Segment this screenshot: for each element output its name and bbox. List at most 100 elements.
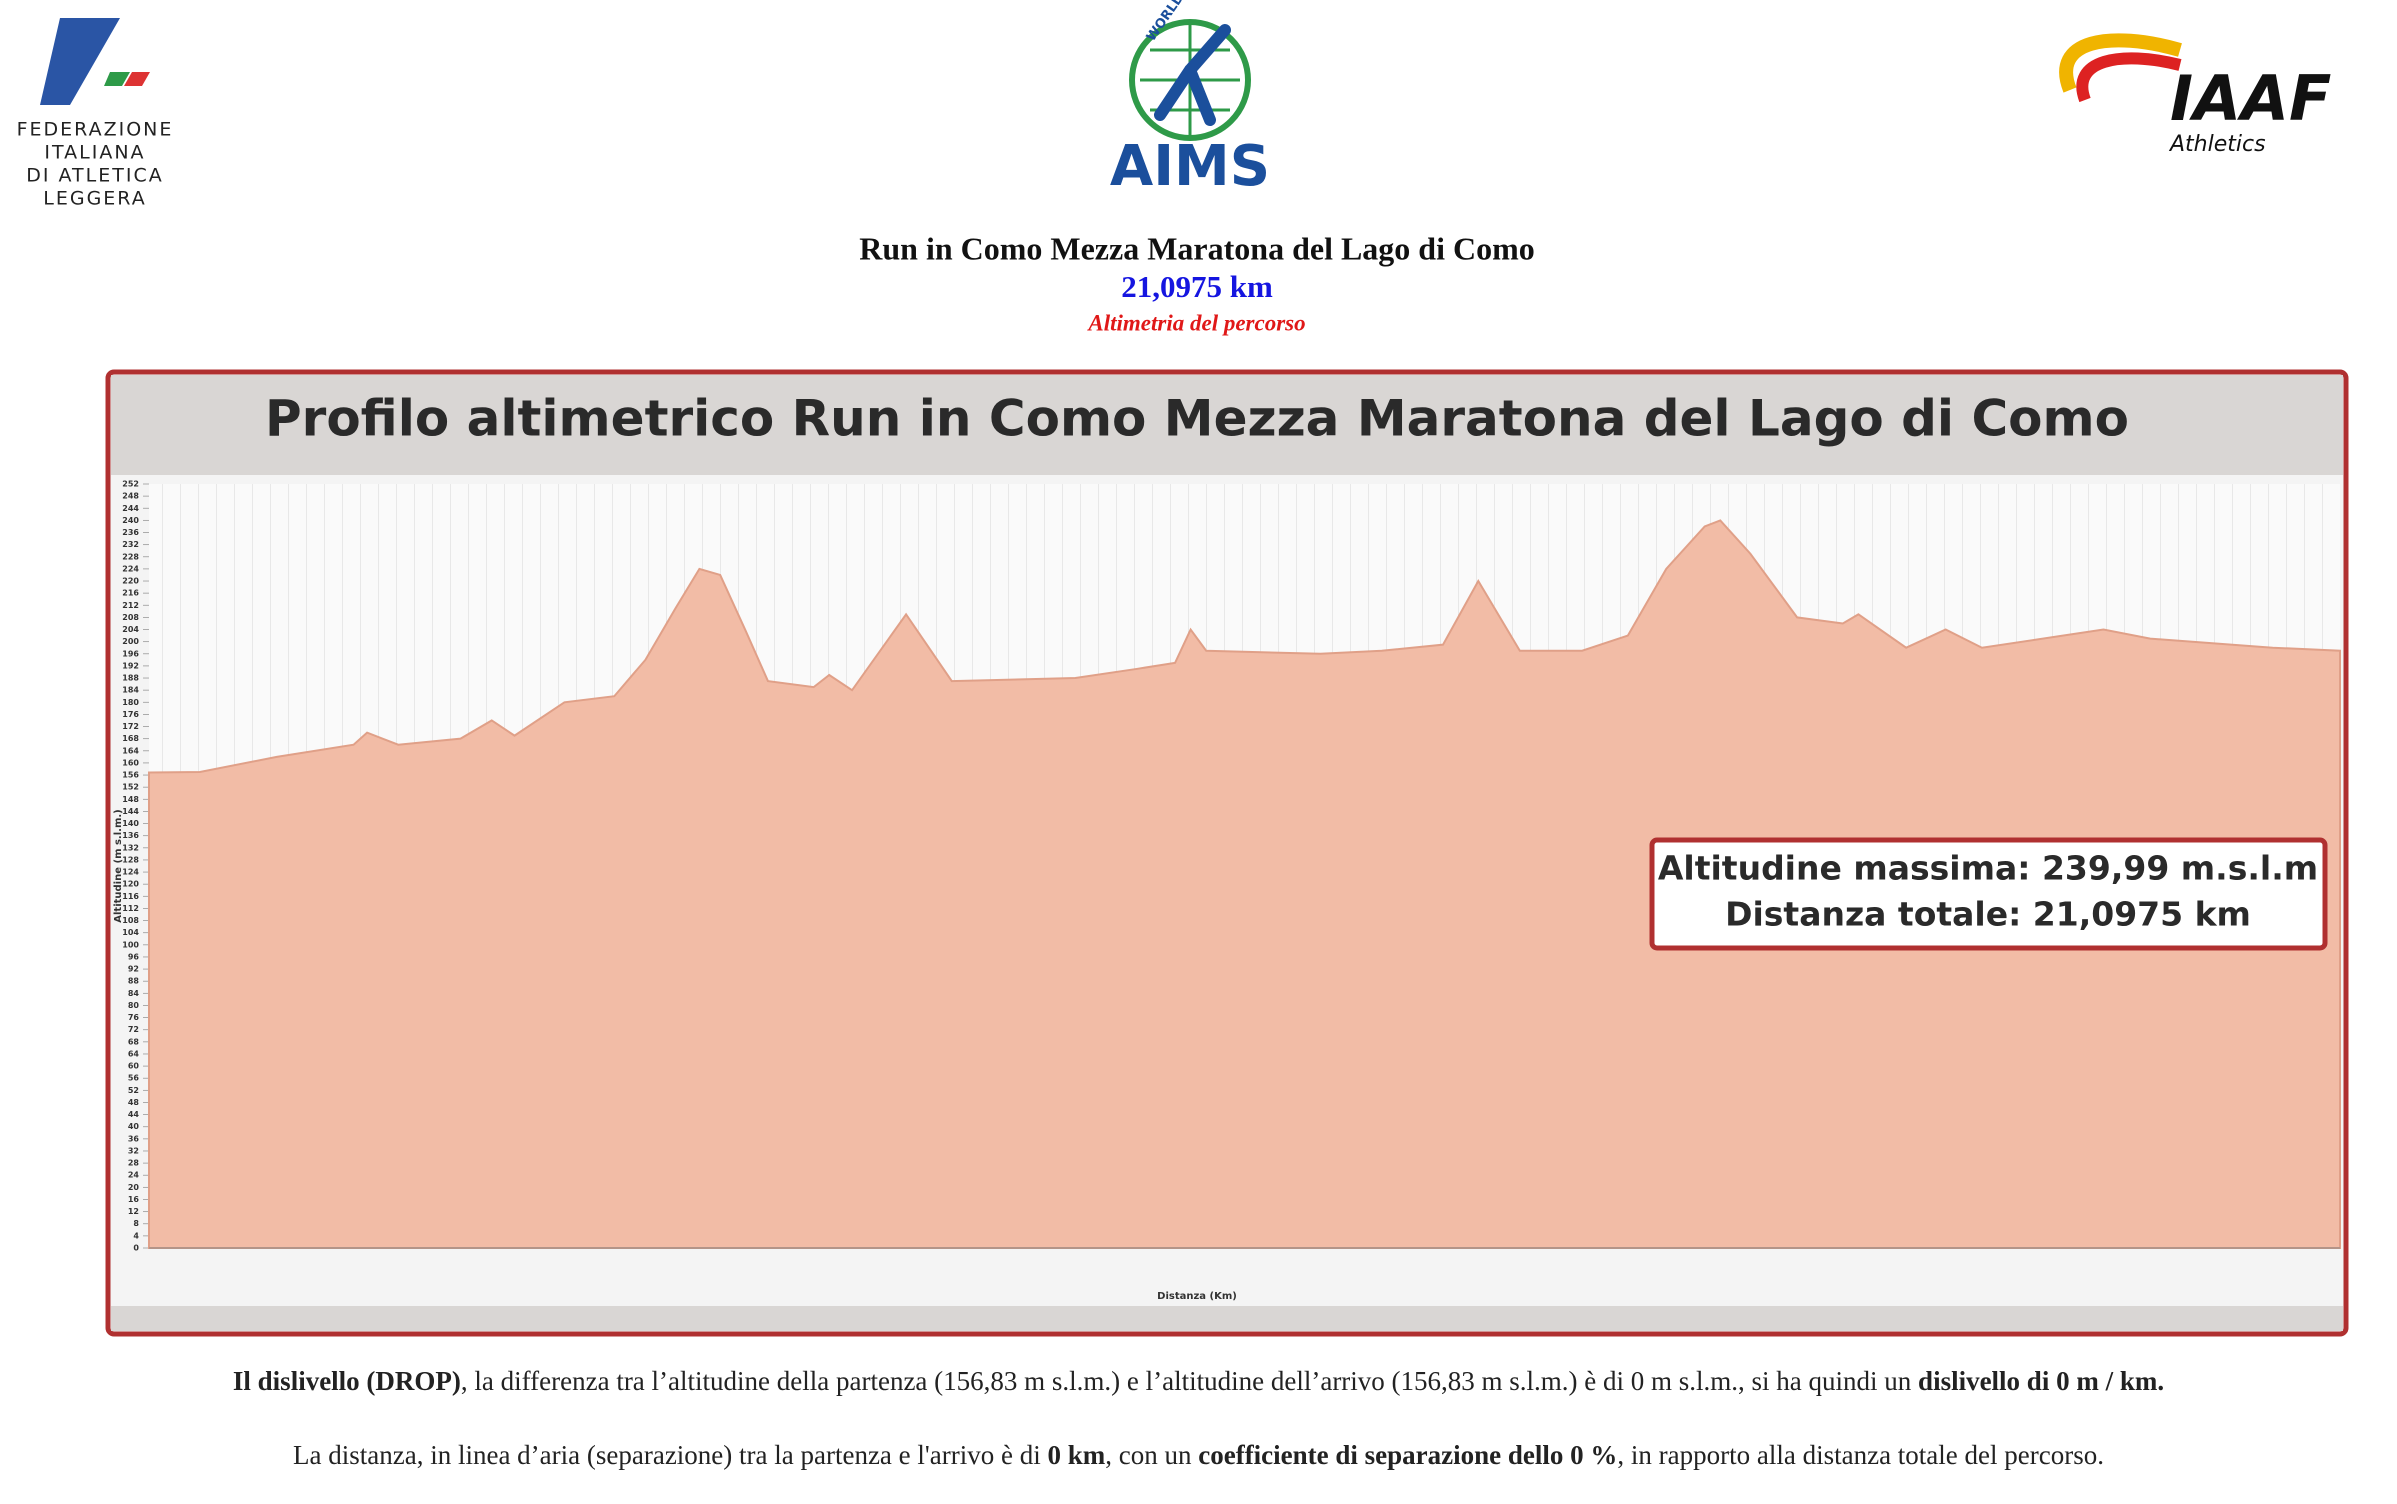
y-tick-label: 168 — [122, 734, 139, 743]
y-tick-label: 16 — [128, 1195, 140, 1204]
chart-title: Profilo altimetrico Run in Como Mezza Ma… — [265, 390, 2129, 448]
y-tick-label: 20 — [128, 1183, 140, 1192]
y-tick-label: 56 — [128, 1074, 140, 1083]
y-tick-label: 176 — [122, 710, 139, 719]
bold-text: 0 km — [1047, 1440, 1106, 1470]
y-tick-label: 188 — [122, 674, 139, 683]
y-tick-label: 64 — [128, 1049, 140, 1058]
y-tick-label: 240 — [122, 516, 139, 525]
text: La distanza, in linea d’aria (separazion… — [293, 1440, 1048, 1470]
y-tick-label: 80 — [128, 1001, 140, 1010]
y-tick-label: 32 — [128, 1146, 139, 1155]
y-tick-label: 112 — [122, 904, 139, 913]
y-tick-label: 108 — [122, 916, 139, 925]
logo-text: IAAF — [2170, 62, 2331, 135]
title-band — [111, 375, 2343, 475]
y-tick-label: 200 — [122, 637, 139, 646]
y-tick-label: 196 — [122, 649, 139, 658]
logo-text: ITALIANA — [44, 142, 145, 164]
doc-distance: 21,0975 km — [1121, 269, 1273, 304]
y-tick-label: 96 — [128, 952, 140, 961]
text: , con un — [1105, 1440, 1199, 1470]
y-tick-label: 40 — [128, 1122, 140, 1131]
y-tick-label: 104 — [122, 928, 139, 937]
y-tick-label: 84 — [128, 989, 140, 998]
y-tick-label: 140 — [122, 819, 139, 828]
y-tick-label: 180 — [122, 698, 139, 707]
y-tick-label: 12 — [128, 1207, 139, 1216]
y-tick-label: 28 — [128, 1159, 140, 1168]
logo-iaaf: IAAF Athletics — [2059, 33, 2331, 157]
y-tick-label: 44 — [128, 1110, 140, 1119]
bold-text: dislivello di 0 m / km. — [1918, 1366, 2165, 1396]
y-tick-label: 0 — [133, 1244, 139, 1253]
y-tick-label: 204 — [122, 625, 139, 634]
bottom-band — [111, 1306, 2343, 1331]
y-tick-label: 120 — [122, 880, 139, 889]
elevation-area — [148, 519, 2341, 1249]
plot: 0481216202428323640444852566064687276808… — [122, 480, 2341, 1253]
logo-aims: WORLD RUNNING AIMS — [1110, 0, 1270, 199]
y-tick-label: 244 — [122, 504, 139, 513]
y-tick-label: 252 — [122, 480, 139, 489]
y-tick-label: 92 — [128, 965, 139, 974]
annotation: Distanza totale: 21,0975 km — [1725, 895, 2251, 934]
logo-text: DI ATLETICA — [26, 165, 163, 187]
y-tick-label: 164 — [122, 746, 139, 755]
y-tick-label: 68 — [128, 1037, 140, 1046]
bold-text: Il dislivello (DROP) — [232, 1366, 461, 1396]
y-tick-label: 52 — [128, 1086, 139, 1095]
y-tick-label: 4 — [133, 1231, 139, 1240]
y-tick-label: 88 — [128, 977, 140, 986]
logo-text: Athletics — [2168, 132, 2266, 157]
y-tick-label: 212 — [122, 601, 139, 610]
footer-paragraph: La distanza, in linea d’aria (separazion… — [0, 1440, 2397, 1471]
logo-text: LEGGERA — [43, 188, 146, 210]
y-tick-label: 236 — [122, 528, 139, 537]
y-tick-label: 144 — [122, 807, 139, 816]
y-tick-label: 208 — [122, 613, 139, 622]
y-tick-label: 60 — [128, 1062, 140, 1071]
y-tick-label: 184 — [122, 686, 139, 695]
info-box: Altitudine massima: 239,99 m.s.l.m Dista… — [1649, 837, 2328, 951]
y-tick-label: 216 — [122, 589, 139, 598]
doc-title: Run in Como Mezza Maratona del Lago di C… — [859, 230, 1535, 266]
y-tick-label: 76 — [128, 1013, 140, 1022]
y-tick-label: 100 — [122, 940, 139, 949]
y-tick-label: 136 — [122, 831, 139, 840]
y-tick-label: 220 — [122, 577, 139, 586]
annotation: Altitudine massima: 239,99 m.s.l.m — [1658, 849, 2318, 888]
y-tick-label: 128 — [122, 855, 139, 864]
y-tick-label: 232 — [122, 540, 139, 549]
y-tick-label: 148 — [122, 795, 139, 804]
footer-paragraph: Il dislivello (DROP), la differenza tra … — [0, 1366, 2397, 1397]
bold-text: coefficiente di separazione dello 0 % — [1198, 1440, 1618, 1470]
info-box-frame — [1649, 837, 2328, 951]
y-tick-label: 152 — [122, 783, 139, 792]
y-tick-label: 124 — [122, 868, 139, 877]
y-tick-label: 72 — [128, 1025, 139, 1034]
y-tick-label: 224 — [122, 564, 139, 573]
y-tick-label: 228 — [122, 552, 139, 561]
text: , in rapporto alla distanza totale del p… — [1617, 1440, 2104, 1470]
y-tick-label: 48 — [128, 1098, 140, 1107]
y-tick-label: 160 — [122, 758, 139, 767]
text: , la differenza tra l’altitudine della p… — [460, 1366, 1919, 1396]
y-tick-label: 8 — [133, 1219, 139, 1228]
logo-text: FEDERAZIONE — [17, 119, 174, 141]
y-tick-label: 24 — [128, 1171, 140, 1180]
x-axis-label: Distanza (Km) — [1157, 1291, 1237, 1302]
logo-text: AIMS — [1110, 134, 1270, 199]
y-tick-label: 116 — [122, 892, 139, 901]
y-tick-label: 132 — [122, 843, 139, 852]
doc-subtitle: Altimetria del percorso — [1086, 310, 1305, 335]
y-tick-label: 156 — [122, 771, 139, 780]
y-tick-label: 172 — [122, 722, 139, 731]
logo-fidal: FEDERAZIONE ITALIANA DI ATLETICA LEGGERA — [17, 18, 174, 210]
y-axis-label: Altitudine (m s.l.m.) — [113, 809, 124, 922]
y-tick-label: 36 — [128, 1134, 140, 1143]
y-tick-label: 248 — [122, 492, 139, 501]
y-tick-label: 192 — [122, 661, 139, 670]
